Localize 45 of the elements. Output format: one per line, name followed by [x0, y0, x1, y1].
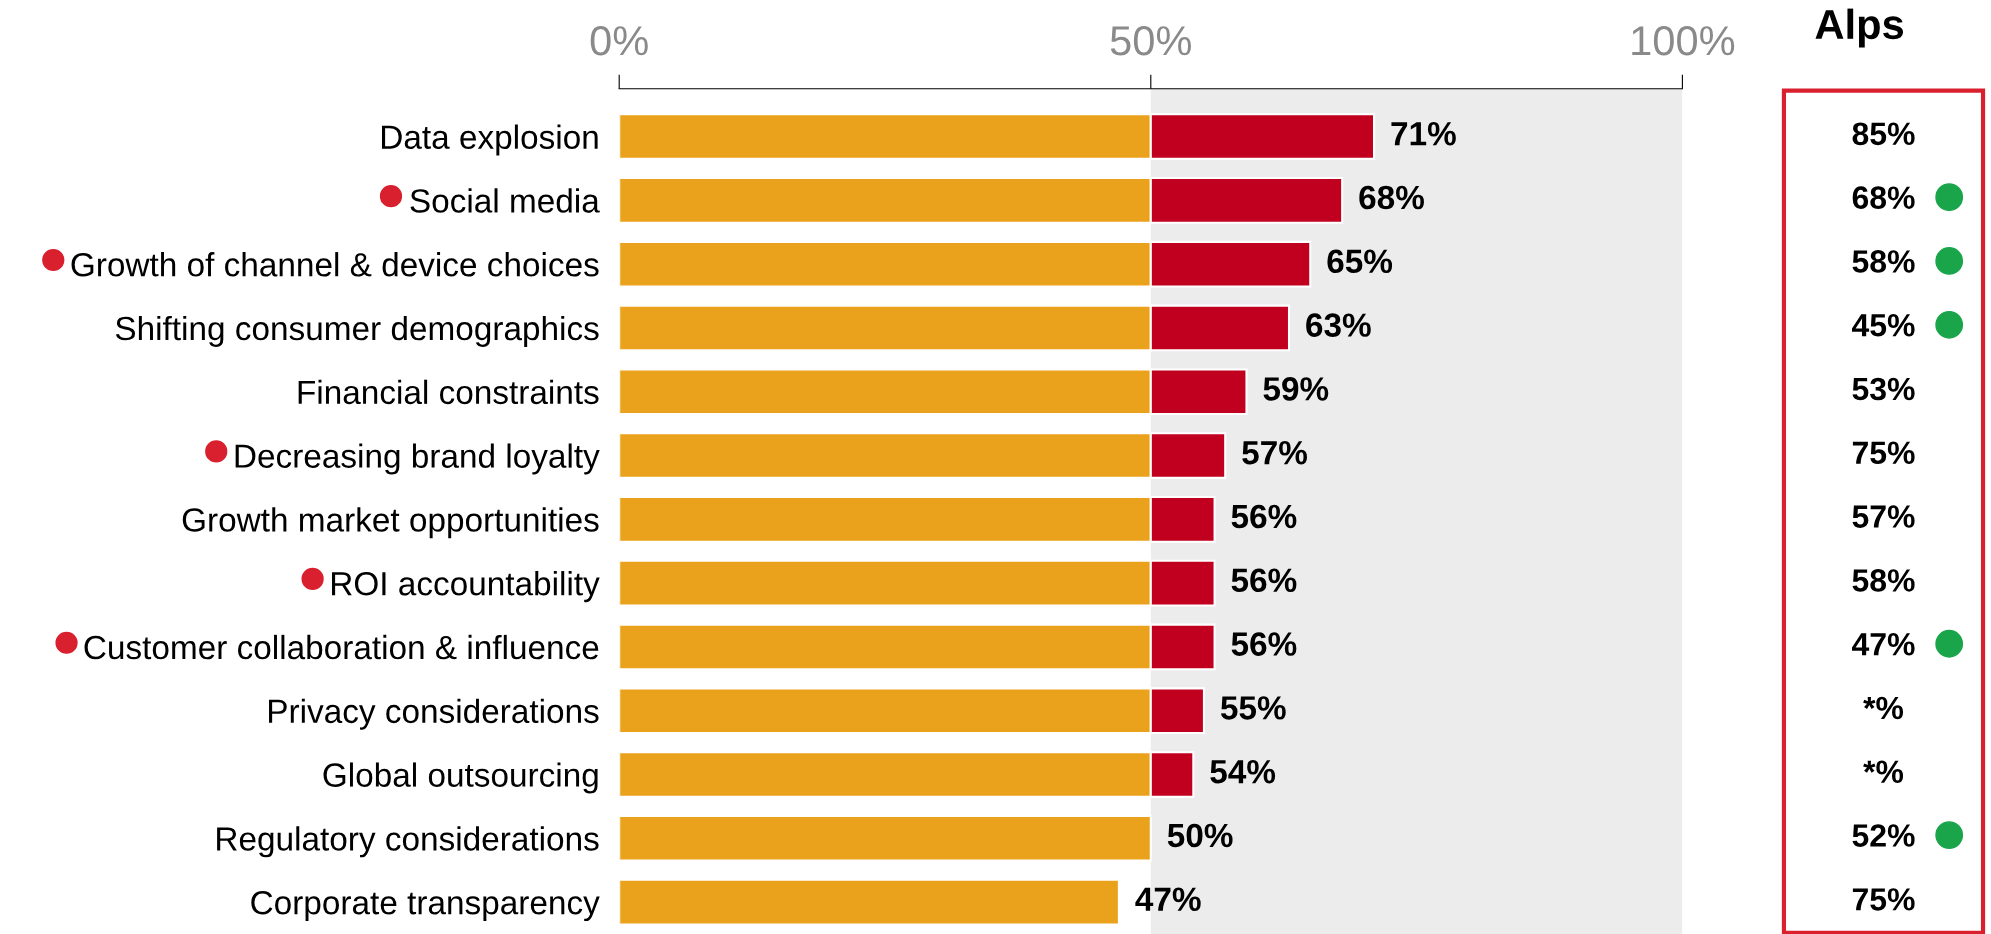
text: *% — [1863, 760, 1904, 784]
text: 58% — [1852, 569, 1915, 592]
text: 52% — [1852, 824, 1915, 847]
y-tick-label: Growth of channel & device choices — [71, 252, 599, 277]
text: 53% — [1852, 377, 1915, 401]
total-label: 50% — [1167, 823, 1233, 848]
text: *% — [1863, 696, 1904, 720]
text: 58% — [1852, 250, 1915, 273]
total-label: 65% — [1327, 249, 1393, 274]
y-tick-label: Regulatory considerations — [217, 826, 599, 858]
text: 68% — [1852, 186, 1915, 209]
y-tick-label: Global outsourcing — [323, 762, 598, 794]
y-tick-label: Corporate transparency — [251, 890, 600, 922]
text: 75% — [1852, 888, 1915, 911]
x-tick-label: 100% — [1632, 25, 1735, 56]
total-label: 56% — [1231, 504, 1297, 529]
x-tick-label: 50% — [1110, 25, 1192, 56]
total-label: 59% — [1263, 377, 1329, 401]
total-label: 68% — [1359, 185, 1424, 210]
bar — [619, 878, 1120, 926]
text: 75% — [1852, 441, 1915, 465]
y-tick-label: Data explosion — [382, 124, 598, 156]
total-label: 63% — [1306, 313, 1371, 337]
x-tick-label: 0% — [590, 25, 648, 56]
total-label: 57% — [1242, 440, 1308, 465]
total-label: 56% — [1231, 568, 1297, 593]
y-tick-label: Privacy considerations — [269, 698, 599, 730]
bar — [619, 814, 1152, 862]
text: 45% — [1852, 313, 1915, 337]
total-label: 71% — [1391, 122, 1456, 146]
y-tick-label: Customer collaboration & influence — [84, 634, 599, 660]
text: 57% — [1852, 505, 1915, 528]
y-tick-label: Decreasing brand loyalty — [235, 443, 600, 475]
total-label: 56% — [1231, 632, 1297, 656]
text: 85% — [1852, 122, 1915, 146]
text: Alps — [1815, 8, 1904, 48]
y-tick-label: Growth market opportunities — [182, 507, 599, 539]
y-tick-label: Financial constraints — [298, 379, 599, 405]
text: 47% — [1852, 632, 1915, 656]
total-label: 47% — [1135, 887, 1201, 911]
y-tick-label: Social media — [410, 188, 600, 213]
y-tick-label: Shifting consumer demographics — [115, 315, 599, 347]
total-label: 55% — [1220, 696, 1286, 720]
y-tick-label: ROI accountability — [332, 571, 600, 603]
total-label: 54% — [1210, 759, 1276, 784]
